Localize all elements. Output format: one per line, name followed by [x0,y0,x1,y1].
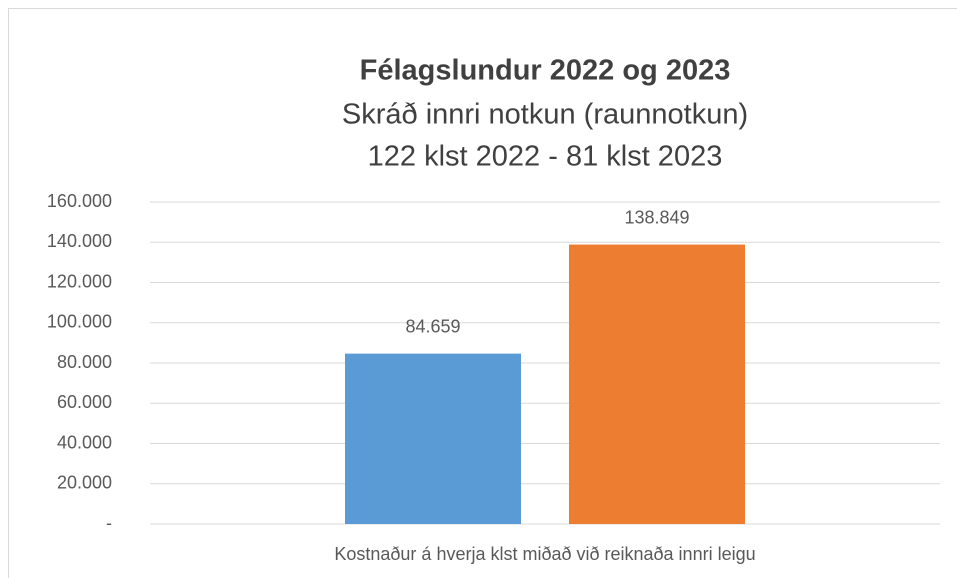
x-tick-label: Kostnaður á hverja klst miðað við reikna… [334,544,755,564]
y-tick-label: 60.000 [57,392,112,412]
chart-subtitle: 122 klst 2022 - 81 klst 2023 [368,141,723,173]
y-tick-label: 160.000 [47,191,112,211]
y-tick-label: - [106,513,112,533]
data-label: 84.659 [405,316,460,336]
y-tick-label: 80.000 [57,352,112,372]
y-tick-label: 140.000 [47,231,112,251]
bar [569,244,745,524]
chart-title: Félagslundur 2022 og 2023 [360,55,731,87]
chart-subtitle: Skráð innri notkun (raunnotkun) [342,99,748,131]
y-tick-label: 40.000 [57,432,112,452]
bar [345,353,521,524]
y-tick-label: 120.000 [47,271,112,291]
data-label: 138.849 [624,207,689,227]
y-tick-label: 100.000 [47,312,112,332]
y-tick-label: 20.000 [57,473,112,493]
